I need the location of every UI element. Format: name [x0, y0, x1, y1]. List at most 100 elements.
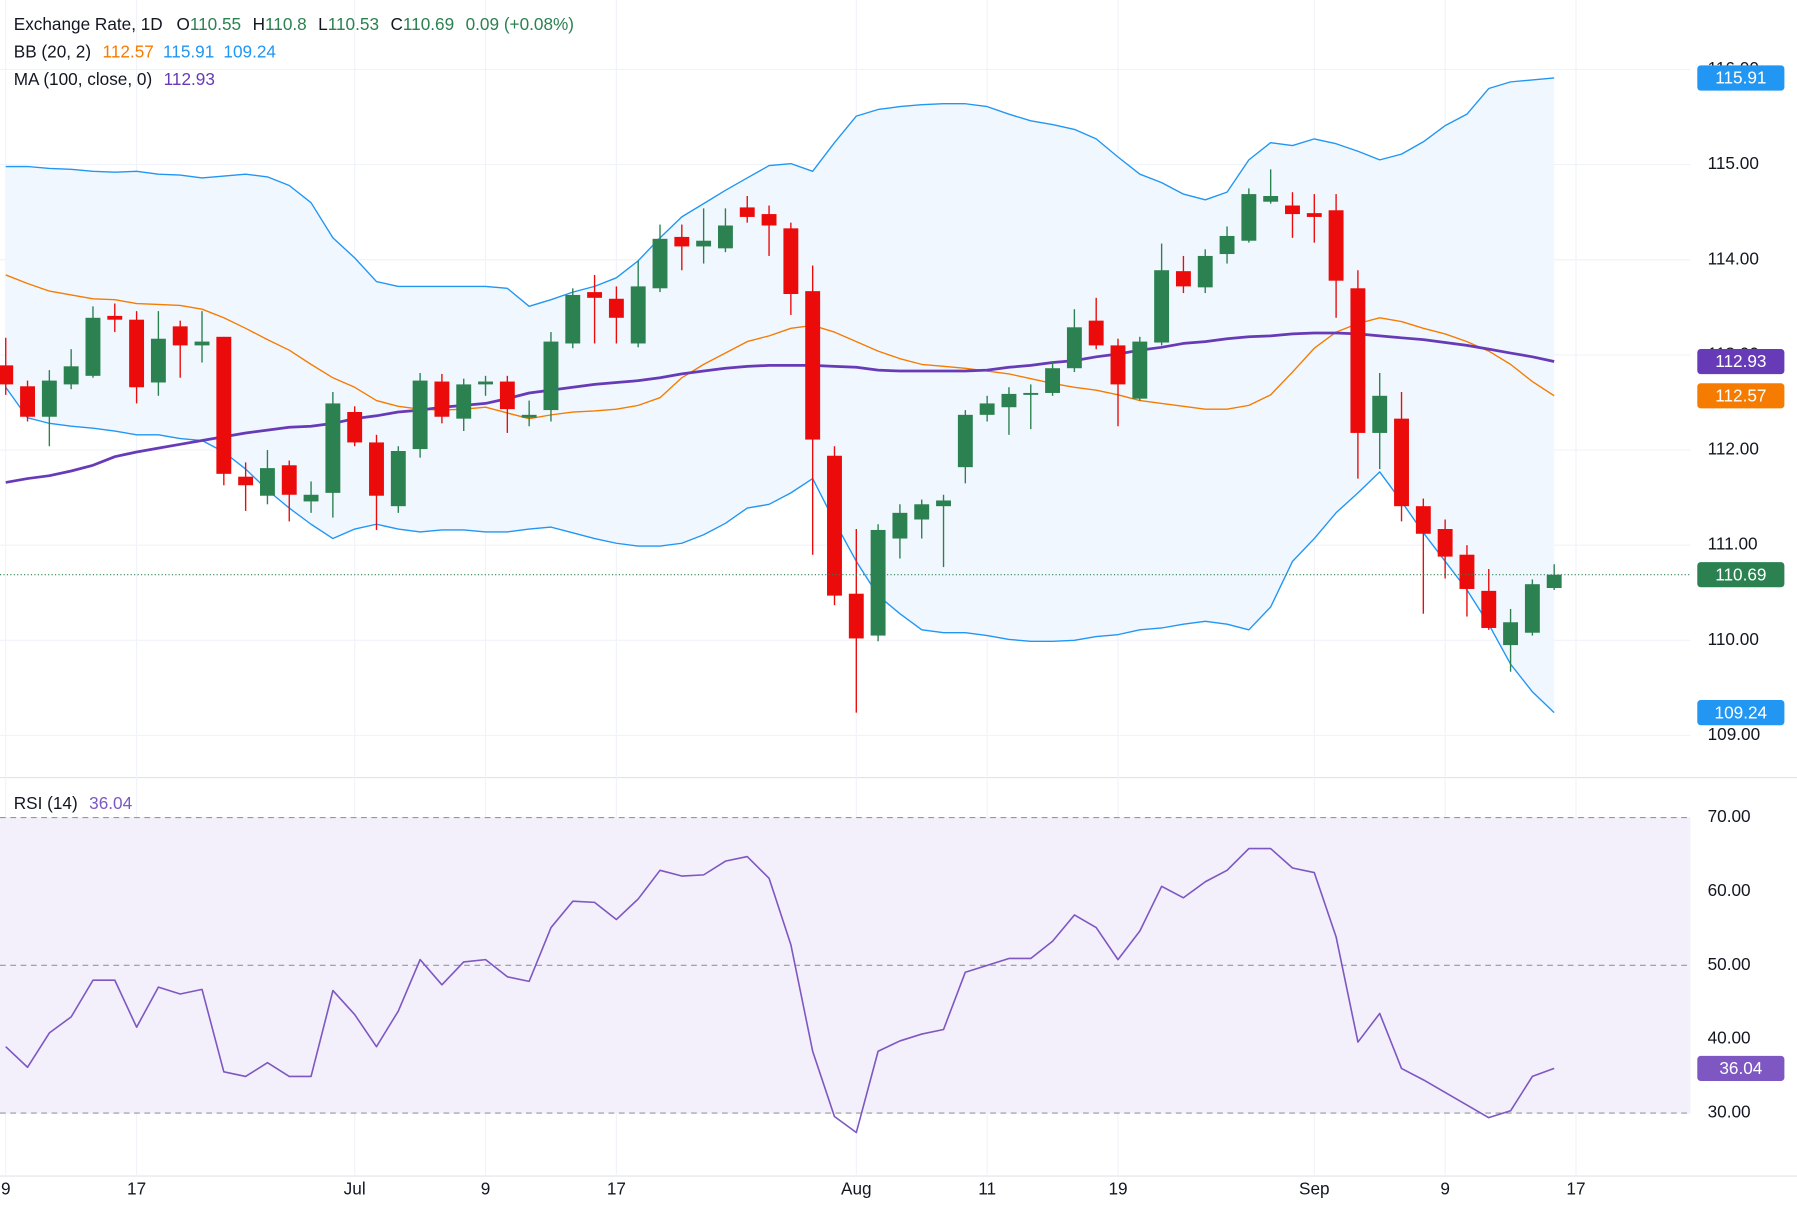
- candle-body: [194, 341, 210, 346]
- bb-lower-value: 109.24: [223, 41, 276, 61]
- bb-basis: [5, 274, 1555, 420]
- ohlc-prefix: H: [253, 14, 265, 34]
- candle-body: [0, 365, 14, 385]
- candle-body: [587, 292, 603, 298]
- x-tick-label: 9: [481, 1178, 491, 1198]
- candle-body: [1263, 196, 1279, 202]
- bb-upper-value: 115.91: [163, 41, 214, 61]
- candle-body: [892, 512, 908, 539]
- candle-body: [1241, 194, 1257, 241]
- candle-body: [696, 240, 712, 247]
- rsi-name: RSI (14): [14, 792, 78, 812]
- price-badge: [1697, 700, 1785, 726]
- plot-layer: 9 17 Jul 9 17 Aug 11 19 Sep 9 17 109.00 110.00 111.00…: [0, 0, 1785, 1198]
- candle-body: [914, 504, 930, 520]
- candle-body: [303, 494, 319, 502]
- candle-body: [979, 403, 995, 415]
- x-tick-label: Jul: [344, 1178, 366, 1198]
- candle-body: [434, 381, 450, 417]
- candle-body: [499, 381, 515, 410]
- candle-body: [1023, 392, 1039, 395]
- ohlc-value: 110.53: [328, 14, 379, 34]
- candle-body: [565, 294, 581, 344]
- candle-body: [652, 238, 668, 289]
- candle-body: [390, 450, 406, 507]
- bb-legend: BB (20, 2) 112.57 115.91 109.24: [14, 41, 277, 61]
- candle-body: [1285, 205, 1300, 215]
- x-tick-label: Sep: [1299, 1178, 1330, 1198]
- x-tick-label: 17: [127, 1178, 146, 1198]
- rsi-line: [5, 847, 1555, 1134]
- change: 0.09 (+0.08%): [466, 14, 574, 34]
- y-tick-label: 50.00: [1708, 954, 1751, 974]
- price-badge: [1697, 562, 1785, 588]
- price-badge: [1697, 65, 1785, 91]
- price-badge-label: 112.93: [1715, 351, 1766, 371]
- price-badge: [1697, 348, 1785, 375]
- candle-body: [870, 529, 886, 636]
- candle-body: [1154, 270, 1170, 343]
- ohlc-prefix: O: [176, 14, 189, 34]
- x-tick-label: 19: [1108, 1178, 1127, 1198]
- bb-name: BB (20, 2): [14, 41, 91, 61]
- y-tick-label: 111.00: [1708, 534, 1758, 554]
- candle-body: [1437, 529, 1453, 557]
- candle-body: [412, 380, 428, 450]
- header-line: Exchange Rate, 1D O110.55 H110.8 L110.53 C11…: [14, 14, 574, 34]
- candle-body: [107, 315, 123, 320]
- bb-fill: [5, 77, 1555, 713]
- x-tick-label: Aug: [841, 1178, 872, 1198]
- price-pane: [0, 68, 1691, 737]
- rsi-value: 36.04: [89, 792, 132, 812]
- candle-body: [543, 341, 559, 411]
- candle-body: [41, 380, 57, 417]
- candle-body: [957, 414, 973, 468]
- candle-body: [1132, 341, 1148, 399]
- candle-body: [936, 500, 951, 507]
- ohlc-value: 110.55: [190, 14, 241, 34]
- candle-body: [1415, 506, 1431, 534]
- bb-basis-value: 112.57: [103, 41, 154, 61]
- ma-legend: MA (100, close, 0) 112.93: [14, 69, 215, 89]
- candle-body: [150, 338, 166, 383]
- y-tick-label: 60.00: [1708, 880, 1751, 900]
- candle-body: [630, 286, 646, 344]
- candle-body: [848, 593, 864, 639]
- y-tick-label: 70.00: [1708, 806, 1751, 826]
- candle-body: [1481, 590, 1497, 628]
- candle-body: [129, 319, 145, 388]
- candle-body: [1546, 574, 1562, 589]
- candle-body: [456, 384, 472, 419]
- x-tick-label: 17: [607, 1178, 626, 1198]
- y-tick-label: 112.00: [1708, 439, 1759, 459]
- candle-body: [1372, 395, 1388, 433]
- bb-upper: [5, 77, 1555, 308]
- y-tick-label: 115.00: [1708, 153, 1759, 173]
- candle-body: [1219, 235, 1235, 255]
- rsi-legend: RSI (14) 36.04: [14, 792, 133, 812]
- x-tick-label: 17: [1566, 1178, 1585, 1198]
- candle-body: [369, 442, 384, 496]
- candle-body: [674, 236, 690, 247]
- rsi-pane: [0, 817, 1691, 1134]
- y-tick-label: 109.00: [1708, 724, 1761, 744]
- ohlc-value: 110.69: [403, 14, 454, 34]
- candle-body: [1394, 418, 1409, 507]
- candle-body: [1306, 213, 1322, 217]
- candle-body: [259, 468, 275, 496]
- price-badge-label: 36.04: [1719, 1058, 1762, 1078]
- candle-body: [1459, 554, 1475, 589]
- candle-body: [761, 214, 777, 226]
- price-badge-label: 110.69: [1715, 564, 1766, 584]
- overlay-layer: Exchange Rate, 1D O110.55 H110.8 L110.53 C11…: [14, 14, 574, 813]
- candle-body: [281, 465, 297, 495]
- y-tick-label: 40.00: [1708, 1028, 1751, 1048]
- x-tick-label: 9: [1440, 1178, 1450, 1198]
- candle-body: [1045, 368, 1061, 393]
- ohlc-value: 110.8: [265, 14, 307, 34]
- candle-body: [608, 298, 624, 318]
- ohlc-prefix: C: [390, 14, 402, 34]
- candle-body: [1110, 345, 1126, 385]
- price-badge-label: 109.24: [1715, 702, 1768, 722]
